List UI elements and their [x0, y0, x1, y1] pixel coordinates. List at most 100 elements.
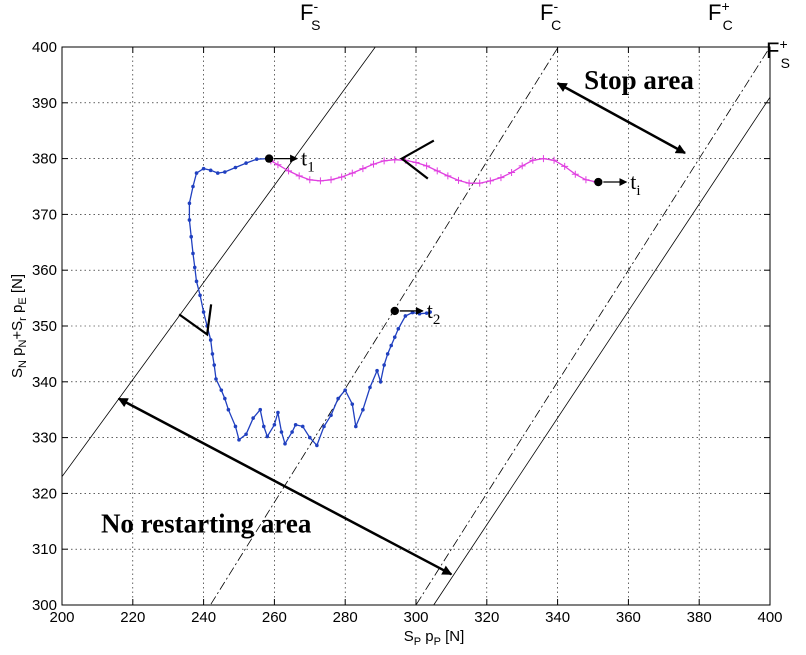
time-marker-label: t2 [427, 298, 441, 328]
series-point [322, 424, 326, 429]
series-point [539, 155, 547, 163]
y-tick-label: 400 [32, 39, 57, 56]
boundary-line-label: F-S [300, 0, 320, 33]
boundary-line [415, 47, 770, 605]
series-point [215, 171, 220, 175]
series-point [237, 438, 241, 442]
series-point [392, 335, 397, 339]
series-point [486, 177, 494, 185]
series-point [198, 293, 202, 298]
series-point [208, 338, 213, 342]
area-arrow [556, 82, 686, 155]
y-axis-label: SN pN+Sr pE [N] [9, 274, 29, 378]
series-point [233, 165, 238, 170]
series-point [276, 410, 280, 415]
time-marker [390, 306, 399, 316]
series-point [382, 363, 386, 367]
series-point [327, 176, 335, 184]
series-point [285, 167, 293, 175]
x-tick-label: 360 [616, 609, 641, 626]
direction-arrow [178, 304, 213, 337]
series-point [338, 173, 346, 181]
series-point [308, 435, 312, 440]
series-point [410, 310, 415, 315]
series-point [444, 172, 452, 180]
tick-labels: 200 220 240 260 280 300 320 340 360 380 400 300 310 3… [32, 39, 783, 626]
x-tick-label: 260 [262, 609, 287, 626]
series-point [433, 167, 441, 175]
series-point [189, 234, 194, 239]
series-point [508, 169, 516, 177]
series-point [251, 416, 255, 420]
series-point [223, 170, 227, 174]
series-point [191, 184, 195, 189]
y-tick-label: 320 [32, 485, 57, 502]
series-point [476, 179, 484, 187]
x-tick-label: 220 [120, 609, 145, 626]
time-marker-label: ti [630, 169, 640, 199]
series-line [270, 157, 597, 184]
series-line [188, 157, 431, 447]
area-arrow [117, 397, 453, 576]
series-point [265, 434, 270, 439]
series-point [423, 162, 431, 170]
series-point [194, 171, 199, 175]
y-tick-label: 370 [32, 206, 57, 223]
series-point [359, 165, 367, 173]
series-point [226, 407, 231, 412]
y-tick-label: 330 [32, 430, 57, 447]
y-tick-label: 310 [32, 541, 57, 558]
x-tick-label: 280 [333, 609, 358, 626]
series-point [370, 160, 378, 168]
series-point [348, 169, 356, 177]
series-point [343, 388, 348, 392]
series-point [378, 380, 383, 384]
series-point [571, 170, 579, 178]
series-point [428, 310, 432, 314]
series-point [396, 326, 401, 331]
series-point [316, 177, 324, 185]
series-point [329, 413, 333, 418]
series-point [385, 352, 390, 356]
series-point [417, 311, 422, 316]
series-point [412, 159, 420, 167]
x-tick-label: 380 [687, 609, 712, 626]
series-point [192, 265, 197, 270]
series-point [290, 430, 294, 434]
boundary-line [433, 96, 770, 605]
series-point [254, 157, 259, 161]
series-point [336, 396, 340, 401]
series-point [375, 368, 379, 373]
y-tick-label: 350 [32, 318, 57, 335]
time-marker [264, 154, 274, 163]
series-point [201, 166, 206, 171]
x-tick-label: 240 [191, 609, 216, 626]
x-tick-label: 300 [403, 609, 428, 626]
area-label: No restarting area [101, 508, 312, 538]
series-point [258, 407, 263, 412]
series-point [361, 407, 365, 412]
series-point [187, 201, 192, 206]
series-point [315, 443, 319, 448]
series-point [380, 157, 388, 165]
x-tick-label: 320 [474, 609, 499, 626]
axes-frame [61, 46, 771, 606]
series-point [389, 343, 394, 348]
series-point [261, 424, 266, 429]
series-point [424, 311, 429, 315]
y-tick-label: 300 [32, 597, 57, 614]
series-point [283, 441, 287, 446]
series-point [354, 424, 358, 429]
series-point [279, 430, 284, 434]
series-point [550, 156, 558, 164]
plot-frame [61, 46, 771, 606]
series-group [187, 155, 601, 448]
boundary-line [62, 47, 376, 477]
series-point [244, 161, 248, 165]
series-point [210, 352, 215, 356]
series-point [465, 179, 473, 187]
series-point [219, 388, 224, 392]
x-tick-label: 340 [545, 609, 570, 626]
